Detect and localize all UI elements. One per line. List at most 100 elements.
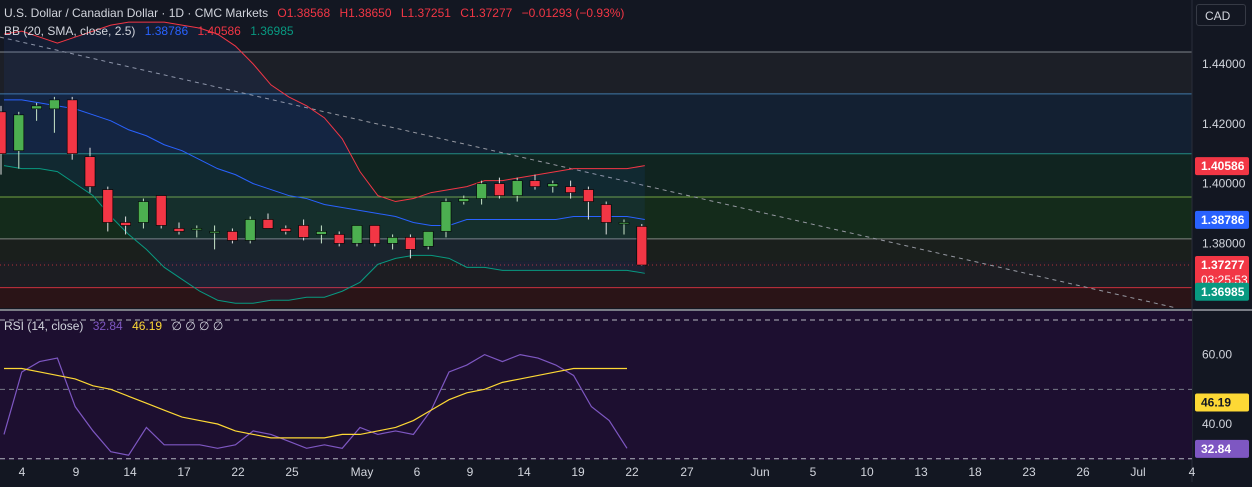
- rsi-label: RSI (14, close): [4, 319, 84, 333]
- rsi-extra-values: ∅ ∅ ∅ ∅: [171, 319, 224, 333]
- candle[interactable]: [618, 219, 630, 235]
- candle[interactable]: [387, 234, 398, 250]
- candle[interactable]: [583, 186, 594, 220]
- candle-body: [547, 183, 559, 187]
- candle[interactable]: [440, 198, 452, 238]
- candle[interactable]: [173, 222, 185, 235]
- candle[interactable]: [529, 174, 541, 190]
- zone-3: [0, 153, 1192, 198]
- candle[interactable]: [120, 216, 131, 235]
- candle-body: [244, 219, 256, 241]
- rsi-tick-label: 40.00: [1202, 417, 1232, 431]
- candle-body: [440, 201, 452, 232]
- candle[interactable]: [405, 234, 416, 259]
- candle[interactable]: [565, 180, 576, 199]
- change-value: −0.01293 (−0.93%): [521, 6, 625, 20]
- candle-body: [49, 99, 60, 110]
- date-tick-label: 18: [968, 465, 982, 479]
- price-tick-label: 1.44000: [1202, 57, 1246, 71]
- candle[interactable]: [66, 96, 78, 160]
- date-tick-label: 19: [571, 465, 585, 479]
- date-tick-label: 5: [810, 465, 817, 479]
- candle[interactable]: [298, 219, 309, 241]
- candle-body: [351, 225, 363, 244]
- rsi-header[interactable]: RSI (14, close) 32.84 46.19 ∅ ∅ ∅ ∅: [4, 319, 229, 333]
- bb-lower-badge[interactable]: 1.36985: [1195, 282, 1249, 301]
- candle-body: [458, 198, 470, 202]
- bb-basis-line: [4, 99, 645, 226]
- candle[interactable]: [600, 201, 612, 235]
- candle[interactable]: [547, 180, 559, 193]
- candle[interactable]: [209, 225, 220, 250]
- candle-body: [31, 105, 42, 110]
- bb-lower-badge-text: 1.36985: [1201, 285, 1245, 299]
- candle-body: [494, 183, 505, 196]
- rsi-ma-badge-text: 46.19: [1201, 396, 1231, 410]
- date-tick-label: 17: [177, 465, 191, 479]
- date-tick-label: 13: [914, 465, 928, 479]
- candle-body: [529, 180, 541, 187]
- candle-body: [600, 204, 612, 223]
- candle[interactable]: [262, 213, 274, 229]
- candle[interactable]: [244, 216, 256, 244]
- candle[interactable]: [84, 147, 96, 193]
- candle[interactable]: [13, 111, 25, 169]
- candle-body: [262, 219, 274, 229]
- candle[interactable]: [49, 96, 60, 133]
- candle[interactable]: [227, 228, 238, 244]
- candle-body: [66, 99, 78, 155]
- date-tick-label: 27: [680, 465, 694, 479]
- candle-body: [369, 225, 381, 244]
- candle[interactable]: [31, 102, 42, 121]
- candle-body: [191, 228, 203, 231]
- rsi-value-badge-text: 32.84: [1201, 442, 1231, 456]
- candle[interactable]: [316, 225, 327, 244]
- last-price-text: 1.37277: [1201, 258, 1245, 272]
- bb-upper-badge[interactable]: 1.40586: [1195, 157, 1249, 176]
- rsi-ma-badge[interactable]: 46.19: [1195, 393, 1249, 412]
- candle[interactable]: [369, 225, 381, 247]
- bb-mid-badge[interactable]: 1.38786: [1195, 210, 1249, 229]
- candle[interactable]: [476, 180, 487, 205]
- zone-1: [0, 52, 1192, 94]
- date-tick-label: 22: [625, 465, 639, 479]
- candle[interactable]: [458, 195, 470, 205]
- candles: [0, 96, 648, 266]
- candle[interactable]: [422, 231, 434, 250]
- symbol-title[interactable]: U.S. Dollar / Canadian Dollar · 1D · CMC…: [4, 6, 269, 20]
- rsi-background: [0, 311, 1192, 460]
- candle[interactable]: [0, 105, 7, 175]
- bb-header[interactable]: BB (20, SMA, close, 2.5) 1.38786 1.40586…: [4, 24, 300, 38]
- candle[interactable]: [636, 223, 648, 266]
- rsi-value-badge[interactable]: 32.84: [1195, 439, 1249, 458]
- date-tick-label: 9: [73, 465, 80, 479]
- candle[interactable]: [351, 225, 363, 247]
- candle-body: [138, 201, 149, 223]
- open-value: O1.38568: [277, 6, 331, 20]
- price-tick-label: 1.38000: [1202, 236, 1246, 250]
- candle-body: [102, 189, 114, 223]
- date-tick-label: 22: [231, 465, 245, 479]
- candle[interactable]: [494, 177, 505, 199]
- date-tick-label: 10: [860, 465, 874, 479]
- date-tick-label: 23: [1022, 465, 1036, 479]
- candle[interactable]: [511, 177, 523, 202]
- rsi-pane: [0, 311, 1192, 460]
- candle[interactable]: [191, 225, 203, 238]
- last-price-badge-bg: [1195, 256, 1249, 291]
- bb-upper-badge-text: 1.40586: [1201, 159, 1245, 173]
- candle[interactable]: [102, 186, 114, 232]
- candle[interactable]: [280, 225, 292, 235]
- rsi-tick-label: 60.00: [1202, 348, 1232, 362]
- currency-button[interactable]: CAD: [1196, 4, 1246, 26]
- candle-body: [422, 231, 434, 247]
- candle[interactable]: [138, 198, 149, 229]
- candle[interactable]: [333, 231, 345, 247]
- candle-body: [227, 231, 238, 241]
- candle[interactable]: [155, 195, 167, 229]
- candle-body: [13, 114, 25, 152]
- candle-body: [405, 237, 416, 250]
